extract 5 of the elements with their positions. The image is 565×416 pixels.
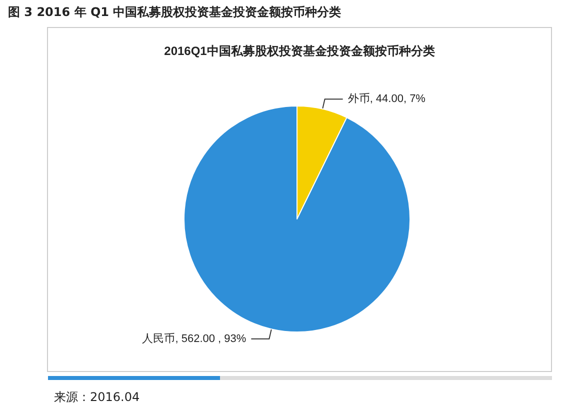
source-note: 来源：2016.04 xyxy=(54,389,140,406)
slice-label: 外币, 44.00, 7% xyxy=(348,92,426,106)
chart-subtitle: 2016Q1中国私募股权投资基金投资金额按币种分类 xyxy=(164,44,435,58)
slice-label: 人民币, 562.00 , 93% xyxy=(142,332,246,345)
chart-title: 图 3 2016 年 Q1 中国私募股权投资基金投资金额按币种分类 xyxy=(8,4,342,21)
